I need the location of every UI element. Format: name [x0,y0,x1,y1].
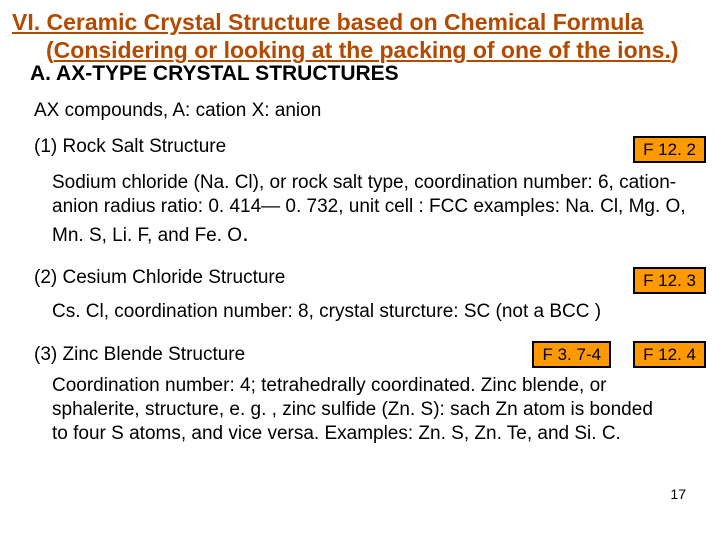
title-paren-open: ( [46,37,54,63]
slide: VI. Ceramic Crystal Structure based on C… [0,0,720,458]
intro-line: AX compounds, A: cation X: anion [34,100,708,122]
badge-f12-4: F 12. 4 [633,341,706,368]
item1-text-body: Sodium chloride (Na. Cl), or rock salt t… [52,172,686,246]
section-a-heading: A. AX-TYPE CRYSTAL STRUCTURES [30,62,708,86]
item1-dot: . [242,220,249,247]
badge-f12-3: F 12. 3 [633,267,706,294]
item1-heading: (1) Rock Salt Structure [34,136,226,158]
slide-title: VI. Ceramic Crystal Structure based on C… [12,8,708,64]
item3-heading: (3) Zinc Blende Structure [34,344,245,366]
item3-text: Coordination number: 4; tetrahedrally co… [52,374,660,445]
title-paren-close: ) [671,37,679,63]
title-line1: VI. Ceramic Crystal Structure based on C… [12,9,643,35]
badge-f3-7-4: F 3. 7-4 [532,341,611,368]
item2-row: (2) Cesium Chloride Structure F 12. 3 [34,267,706,294]
item3-row: (3) Zinc Blende Structure F 3. 7-4 F 12.… [34,341,706,368]
item1-row: (1) Rock Salt Structure F 12. 2 [34,136,706,163]
title-line2: Considering or looking at the packing of… [54,37,671,63]
badge-f12-2: F 12. 2 [633,136,706,163]
item2-text: Cs. Cl, coordination number: 8, crystal … [52,300,704,324]
item1-text: Sodium chloride (Na. Cl), or rock salt t… [52,171,704,249]
item2-heading: (2) Cesium Chloride Structure [34,267,285,289]
page-number: 17 [670,486,686,502]
